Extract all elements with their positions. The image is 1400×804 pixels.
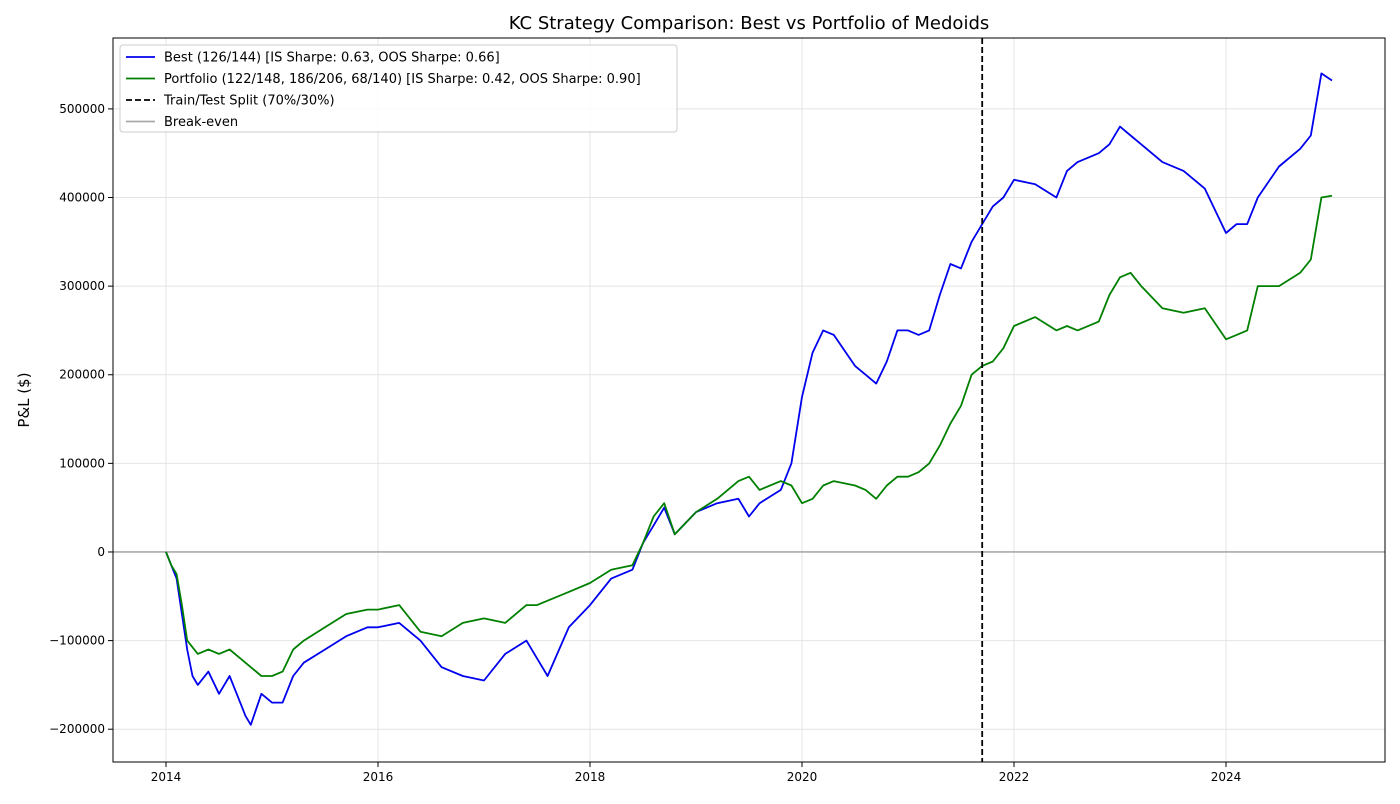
- x-tick-label: 2020: [787, 770, 818, 784]
- series-line-portfolio: [165, 194, 1333, 677]
- legend-entry-best-label: Best (126/144) [IS Sharpe: 0.63, OOS Sha…: [164, 51, 500, 66]
- y-tick-label: 0: [97, 545, 105, 559]
- y-tick-label: −200000: [49, 722, 105, 736]
- y-tick-label: 100000: [59, 456, 105, 470]
- y-tick-label: 400000: [59, 191, 105, 205]
- chart-title: KC Strategy Comparison: Best vs Portfoli…: [509, 13, 990, 34]
- x-tick-label: 2014: [151, 770, 182, 784]
- x-tick-label: 2018: [575, 770, 606, 784]
- y-tick-label: 200000: [59, 368, 105, 382]
- y-axis-label: P&L ($): [15, 372, 33, 427]
- grid-layer: [113, 38, 1385, 762]
- plot-layer: [113, 38, 1385, 762]
- legend-entry-portfolio-label: Portfolio (122/148, 186/206, 68/140) [IS…: [164, 72, 641, 87]
- legend-box: [119, 44, 678, 133]
- ticks-layer: 2014 2016 2018 2020 2022 2024 −200000 −100000 0 1…: [49, 102, 1241, 784]
- x-tick-label: 2016: [363, 770, 394, 784]
- series-line-best: [165, 72, 1333, 726]
- x-tick-label: 2022: [999, 770, 1030, 784]
- y-tick-label: −100000: [49, 634, 105, 648]
- y-tick-label: 500000: [59, 102, 105, 116]
- legend-entry-break-even-label: Break-even: [164, 115, 238, 130]
- y-tick-label: 300000: [59, 279, 105, 293]
- x-tick-label: 2024: [1211, 770, 1242, 784]
- legend: Best (126/144) [IS Sharpe: 0.63, OOS Sha…: [119, 44, 678, 133]
- legend-entry-split-label: Train/Test Split (70%/30%): [163, 94, 335, 109]
- plot-frame: [112, 37, 1386, 763]
